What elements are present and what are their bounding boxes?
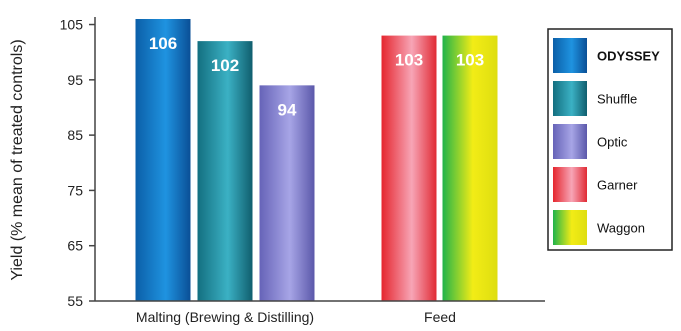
- legend: ODYSSEY Shuffle Optic Garner Waggon: [547, 28, 673, 251]
- legend-swatch-optic: [553, 124, 587, 159]
- bar-odyssey: [135, 19, 191, 301]
- x-category-labels: Malting (Brewing & Distilling) Feed: [136, 309, 456, 325]
- y-ticks: 105 95 85 75 65 55: [60, 17, 95, 309]
- value-label-garner: 103: [395, 51, 423, 70]
- legend-label-optic: Optic: [597, 135, 628, 150]
- legend-label-odyssey: ODYSSEY: [597, 49, 660, 64]
- legend-swatch-odyssey: [553, 38, 587, 73]
- legend-swatch-shuffle: [553, 81, 587, 116]
- category-label-malting-brewing-distilling: Malting (Brewing & Distilling): [136, 309, 314, 325]
- legend-label-waggon: Waggon: [597, 221, 645, 236]
- category-label-feed: Feed: [424, 309, 456, 325]
- legend-label-garner: Garner: [597, 178, 638, 193]
- y-tick-label: 55: [67, 293, 83, 309]
- bar-garner: [381, 35, 437, 302]
- bars: [135, 19, 498, 302]
- y-tick-label: 75: [67, 182, 83, 198]
- y-tick-label: 105: [60, 17, 84, 33]
- value-label-odyssey: 106: [149, 34, 177, 53]
- y-tick-label: 85: [67, 127, 83, 143]
- y-axis-label: Yield (% mean of treated controls): [9, 39, 26, 280]
- legend-swatch-garner: [553, 167, 587, 202]
- bar-waggon: [442, 35, 498, 302]
- value-label-waggon: 103: [456, 51, 484, 70]
- legend-label-shuffle: Shuffle: [597, 92, 637, 107]
- value-label-shuffle: 102: [211, 56, 239, 75]
- value-labels: 106 102 94 103 103: [149, 34, 484, 119]
- legend-swatch-waggon: [553, 210, 587, 245]
- bar-shuffle: [197, 41, 253, 301]
- value-label-optic: 94: [278, 100, 297, 119]
- y-tick-label: 65: [67, 238, 83, 254]
- bar-optic: [259, 85, 315, 302]
- y-tick-label: 95: [67, 72, 83, 88]
- axes: [94, 17, 545, 302]
